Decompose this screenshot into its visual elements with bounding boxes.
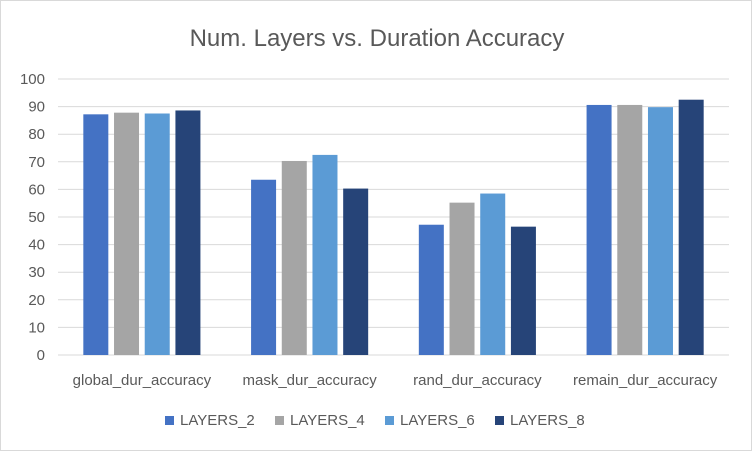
legend-swatch <box>165 416 174 425</box>
bar-layers-8-remain-dur-accuracy <box>678 99 704 355</box>
y-axis-ticks: 0 10 20 30 40 50 60 70 80 90 100 <box>20 71 45 364</box>
x-category-label: global_dur_accuracy <box>73 372 212 389</box>
bar-layers-2-rand-dur-accuracy <box>418 224 444 355</box>
bar-layers-6-mask-dur-accuracy <box>312 154 338 355</box>
x-category-label: mask_dur_accuracy <box>243 372 378 389</box>
bar-layers-2-global-dur-accuracy <box>83 114 109 355</box>
y-tick-label: 30 <box>28 264 45 281</box>
legend-label: LAYERS_8 <box>510 412 585 429</box>
x-category-label: remain_dur_accuracy <box>573 372 718 389</box>
legend-swatch <box>275 416 284 425</box>
legend-swatch <box>495 416 504 425</box>
legend-swatch <box>385 416 394 425</box>
legend: LAYERS_2 LAYERS_4 LAYERS_6 LAYERS_8 <box>165 412 585 429</box>
y-tick-label: 60 <box>28 181 45 198</box>
x-axis-categories: global_dur_accuracy mask_dur_accuracy rand… <box>73 372 718 389</box>
bar-layers-4-remain-dur-accuracy <box>617 104 643 355</box>
bar-layers-4-rand-dur-accuracy <box>449 202 475 355</box>
chart-title: Num. Layers vs. Duration Accuracy <box>190 25 565 52</box>
bar-layers-2-mask-dur-accuracy <box>251 179 277 355</box>
y-tick-label: 50 <box>28 209 45 226</box>
bar-layers-6-rand-dur-accuracy <box>480 193 506 355</box>
bars <box>83 99 704 356</box>
legend-label: LAYERS_2 <box>180 412 255 429</box>
y-tick-label: 90 <box>28 99 45 116</box>
gridlines <box>58 78 729 356</box>
bar-layers-8-mask-dur-accuracy <box>343 188 369 355</box>
y-tick-label: 70 <box>28 154 45 171</box>
bar-layers-4-mask-dur-accuracy <box>281 160 307 355</box>
y-tick-label: 10 <box>28 319 45 336</box>
legend-label: LAYERS_6 <box>400 412 475 429</box>
bar-layers-8-rand-dur-accuracy <box>510 226 536 355</box>
y-tick-label: 0 <box>37 347 45 364</box>
bar-layers-2-remain-dur-accuracy <box>586 104 612 355</box>
y-tick-label: 20 <box>28 292 45 309</box>
x-category-label: rand_dur_accuracy <box>413 372 542 389</box>
y-tick-label: 80 <box>28 126 45 143</box>
bar-layers-4-global-dur-accuracy <box>114 112 140 355</box>
legend-label: LAYERS_4 <box>290 412 365 429</box>
y-tick-label: 100 <box>20 71 45 88</box>
y-tick-label: 40 <box>28 237 45 254</box>
bar-layers-6-remain-dur-accuracy <box>647 107 673 355</box>
bar-layers-8-global-dur-accuracy <box>175 110 201 356</box>
bar-layers-6-global-dur-accuracy <box>144 113 170 355</box>
